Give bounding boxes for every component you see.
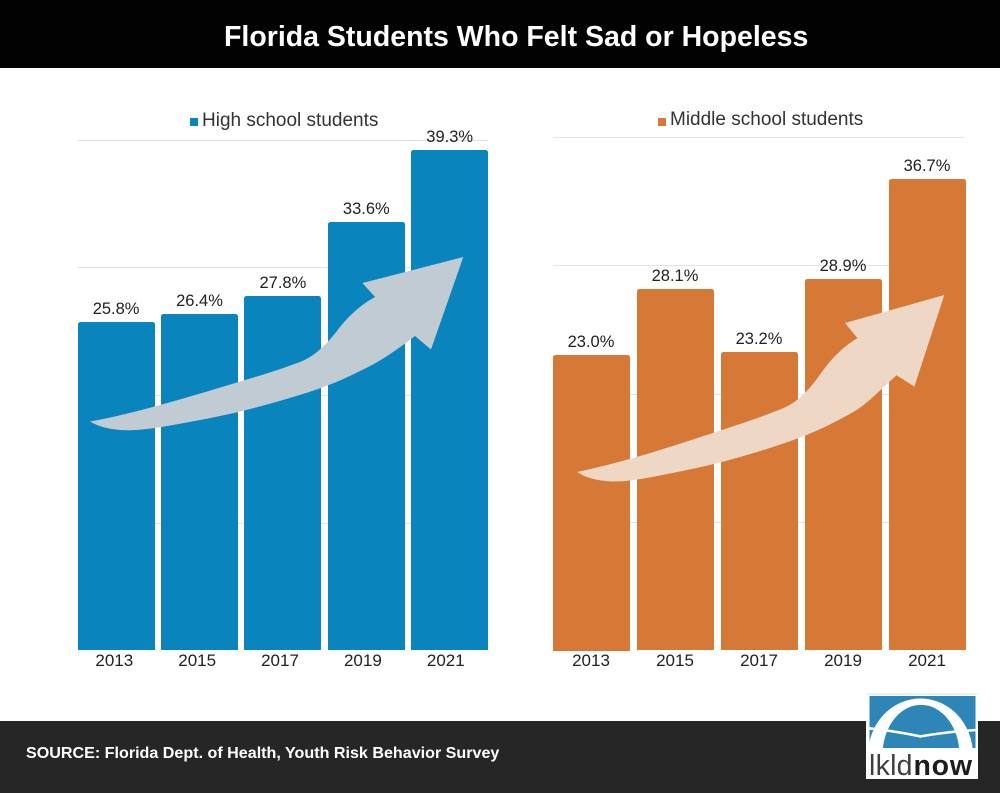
svg-text:lkld: lkld	[869, 750, 913, 779]
svg-text:now: now	[914, 750, 973, 779]
